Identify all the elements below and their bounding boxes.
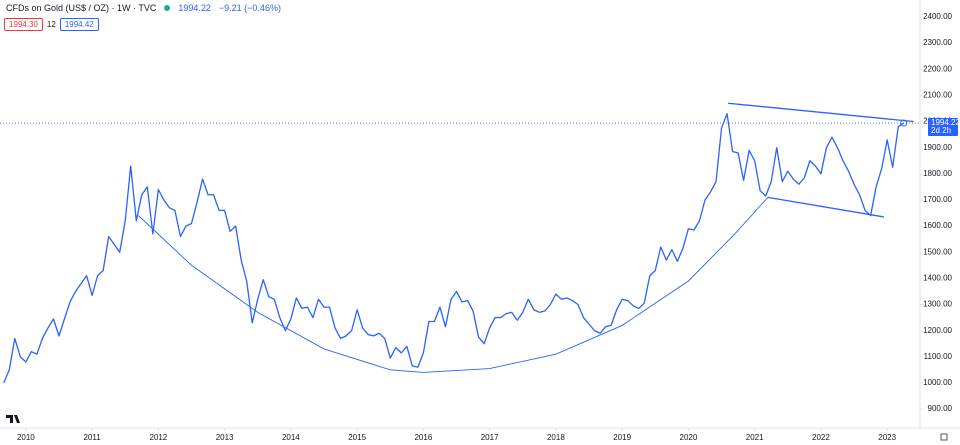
x-tick-label: 2022 [812,433,830,442]
y-tick-label: 2300.00 [923,38,952,47]
y-tick-label: 1000.00 [923,378,952,387]
drawing-line [728,102,914,123]
drawing-line [138,197,769,373]
logo [6,415,20,423]
spread: 12 [46,20,56,29]
x-tick-label: 2010 [17,433,35,442]
quote-row: 1994.30 12 1994.42 [4,18,99,31]
x-tick-label: 2018 [547,433,565,442]
x-tick-label: 2019 [613,433,631,442]
y-tick-label: 1400.00 [923,273,952,282]
ask-box[interactable]: 1994.42 [59,18,99,31]
x-tick-label: 2017 [481,433,499,442]
price-tag [928,118,958,137]
y-tick-label: 2200.00 [923,64,952,73]
y-tick-label: 2400.00 [923,12,952,21]
header: CFDs on Gold (US$ / OZ) · 1W · TVC 1994.… [6,3,281,13]
status-dot [164,5,171,11]
countdown-label: 2d 2h [931,126,951,135]
bid-box[interactable]: 1994.30 [4,18,43,31]
x-tick-label: 2011 [83,433,101,442]
y-tick-label: 1700.00 [923,195,952,204]
y-tick-label: 1900.00 [923,143,952,152]
x-tick-label: 2013 [216,433,234,442]
header-change: −9.21 (−0.46%) [218,3,281,13]
y-tick-label: 900.00 [928,404,953,413]
x-tick-label: 2016 [414,433,432,442]
x-tick-label: 2021 [746,433,764,442]
x-tick-label: 2015 [348,433,366,442]
x-tick-label: 2012 [149,433,167,442]
y-tick-label: 1800.00 [923,169,952,178]
y-tick-label: 1600.00 [923,221,952,230]
x-tick-label: 2023 [878,433,896,442]
x-tick-label: 2020 [680,433,698,442]
price-line [3,113,905,384]
y-tick-label: 1300.00 [923,300,952,309]
last-point [900,119,908,127]
header-price: 1994.22 [178,3,211,13]
settings-icon [940,433,948,441]
drawing-line [767,196,884,218]
y-tick-label: 1200.00 [923,326,952,335]
y-tick-label: 1100.00 [924,352,953,361]
y-tick-label: 1500.00 [923,247,952,256]
y-tick-label: 2100.00 [923,91,952,100]
x-tick-label: 2014 [282,433,300,442]
price-tag-label: 1994.22 [931,118,960,127]
symbol-title: CFDs on Gold (US$ / OZ) · 1W · TVC [6,3,157,13]
